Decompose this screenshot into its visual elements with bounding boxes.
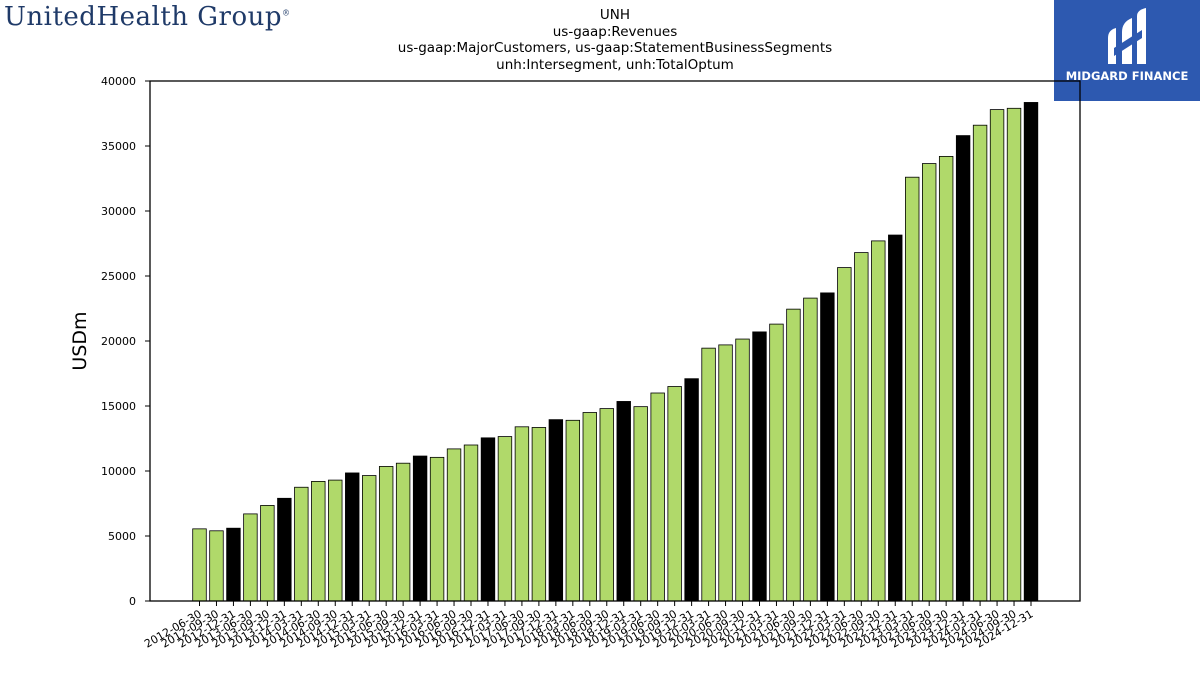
bar-series: [192, 102, 1039, 602]
bar-2015-12-31: [412, 455, 428, 602]
bar-2021-09-30: [803, 297, 818, 602]
bar-2022-06-30: [854, 252, 869, 602]
bar-2024-09-30: [1006, 107, 1022, 602]
y-tick-label: 35000: [101, 140, 136, 153]
bar-2015-06-30: [378, 466, 394, 602]
bar-2020-09-30: [735, 338, 750, 602]
title-line-members: unh:Intersegment, unh:TotalOptum: [496, 56, 734, 73]
bar-2017-03-31: [497, 436, 513, 602]
bar-2019-03-31: [633, 406, 648, 602]
bar-2022-12-31: [888, 234, 903, 602]
bar-2021-12-31: [820, 292, 835, 602]
bar-2022-03-31: [837, 267, 852, 602]
midgard-emblem-icon: [1108, 8, 1146, 64]
bar-2017-12-31: [548, 419, 564, 602]
bar-2018-09-30: [599, 408, 614, 602]
y-tick-label: 30000: [101, 205, 136, 218]
bar-2019-09-30: [667, 386, 682, 602]
bar-2017-09-30: [531, 427, 547, 602]
y-tick-label: 5000: [108, 530, 136, 543]
bar-2023-12-31: [955, 135, 971, 602]
bar-2013-09-30: [260, 505, 275, 602]
bar-2018-06-30: [582, 412, 597, 602]
bar-2019-06-30: [650, 392, 665, 602]
bar-2017-06-30: [514, 426, 530, 602]
y-tick-label: 15000: [101, 400, 136, 413]
bar-2014-12-31: [345, 472, 360, 602]
bar-2016-09-30: [463, 444, 479, 602]
bar-2024-12-31: [1023, 102, 1039, 602]
bar-2021-03-31: [769, 323, 784, 602]
bar-2014-06-30: [311, 480, 326, 602]
y-tick-label: 0: [129, 595, 136, 608]
bar-2021-06-30: [786, 308, 801, 602]
bar-2022-09-30: [871, 240, 886, 602]
bar-2012-12-31: [226, 527, 241, 602]
bar-2023-06-30: [922, 163, 937, 602]
y-tick-label: 20000: [101, 335, 136, 348]
bar-2013-12-31: [277, 497, 292, 602]
registered-mark-icon: ®: [282, 8, 291, 18]
bar-2015-03-31: [362, 475, 377, 602]
bar-2018-03-31: [565, 419, 581, 602]
bar-2019-12-31: [684, 378, 699, 602]
y-tick-label: 40000: [101, 75, 136, 88]
title-line-concept: us-gaap:Revenues: [552, 23, 678, 40]
title-line-axes: us-gaap:MajorCustomers, us-gaap:Statemen…: [397, 40, 833, 56]
y-tick-label: 10000: [101, 465, 136, 478]
title-line-ticker: UNH: [599, 7, 631, 23]
midgard-finance-logo: MIDGARD FINANCE: [1054, 0, 1200, 101]
bar-2016-06-30: [446, 448, 462, 602]
bar-2016-12-31: [480, 437, 496, 602]
logo-wordmark: UnitedHealth Group: [4, 2, 283, 32]
bar-2015-09-30: [395, 462, 411, 602]
y-tick-label: 25000: [101, 270, 136, 283]
bar-2020-03-31: [701, 347, 716, 602]
bar-2012-06-30: [192, 528, 207, 602]
bar-2020-12-31: [752, 331, 767, 602]
bar-2018-12-31: [616, 401, 631, 602]
brand-name: MIDGARD FINANCE: [1065, 69, 1189, 83]
bar-2024-03-31: [972, 124, 988, 602]
bar-2023-09-30: [938, 155, 954, 602]
bar-2016-03-31: [429, 456, 445, 602]
bar-2014-03-31: [294, 486, 309, 602]
bar-2013-06-30: [243, 513, 258, 602]
bar-2014-09-30: [328, 479, 343, 602]
y-axis: 0 5000 10000 15000 20000 25000 30000 35000 40000: [101, 75, 150, 608]
chart-title: UNH us-gaap:Revenues us-gaap:MajorCustom…: [0, 7, 1200, 73]
bar-2023-03-31: [905, 176, 920, 602]
unitedhealth-group-logo: UnitedHealth Group®: [4, 2, 291, 32]
y-axis-label: USDm: [69, 311, 91, 370]
x-axis: 2012-06-302012-09-302012-12-312013-06-30…: [142, 601, 1036, 651]
bar-2024-06-30: [989, 109, 1005, 602]
bar-2020-06-30: [718, 344, 733, 602]
bar-2012-09-30: [209, 530, 224, 602]
